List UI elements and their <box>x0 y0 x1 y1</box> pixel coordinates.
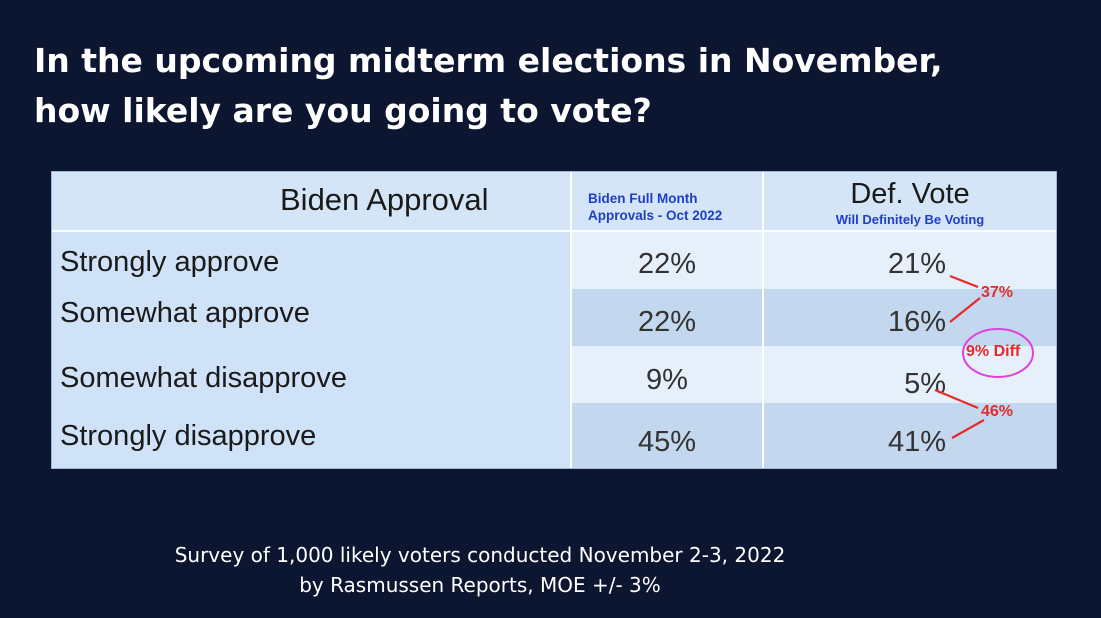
header-full-month-label: Biden Full Month Approvals - Oct 2022 <box>588 191 723 223</box>
header-def-vote-label: Def. Vote <box>850 178 970 210</box>
cell-full-month-somewhat-disapprove: 9% <box>646 364 688 396</box>
row-label-somewhat-disapprove: Somewhat disapprove <box>60 362 347 394</box>
annotation-approve-total: 37% <box>981 284 1014 301</box>
header-def-vote-sublabel: Will Definitely Be Voting <box>835 212 985 227</box>
cell-full-month-strongly-disapprove: 45% <box>637 426 697 458</box>
footnote-line-1: Survey of 1,000 likely voters conducted … <box>174 543 786 567</box>
column-separator <box>762 232 764 468</box>
row-label-somewhat-approve: Somewhat approve <box>60 297 310 329</box>
cell-def-vote-strongly-disapprove: 41% <box>887 426 946 458</box>
header-biden-approval: Biden Approval <box>52 172 570 230</box>
annotation-difference: 9% Diff <box>966 343 1021 360</box>
row-label-strongly-disapprove: Strongly disapprove <box>60 420 317 452</box>
header-biden-approval-label: Biden Approval <box>280 182 489 217</box>
table-header: Biden Approval Biden Full Month Approval… <box>52 172 1056 232</box>
footnote: Survey of 1,000 likely voters conducted … <box>130 540 830 600</box>
annotation-disapprove-total: 46% <box>981 403 1014 420</box>
header-full-month: Biden Full Month Approvals - Oct 2022 <box>570 172 762 230</box>
cell-full-month-strongly-approve: 22% <box>637 248 697 280</box>
cell-def-vote-somewhat-approve: 16% <box>887 306 946 338</box>
slide-title: In the upcoming midterm elections in Nov… <box>34 36 1074 136</box>
cell-def-vote-strongly-approve: 21% <box>887 248 946 280</box>
footnote-line-2: by Rasmussen Reports, MOE +/- 3% <box>299 573 661 597</box>
cell-def-vote-somewhat-disapprove: 5% <box>904 368 946 400</box>
approval-table: Biden Approval Biden Full Month Approval… <box>51 171 1057 469</box>
row-label-strongly-approve: Strongly approve <box>60 246 280 278</box>
cell-full-month-somewhat-approve: 22% <box>637 306 697 338</box>
title-line-1: In the upcoming midterm elections in Nov… <box>34 41 943 80</box>
header-def-vote: Def. Vote Will Definitely Be Voting <box>762 172 1056 230</box>
title-line-2: how likely are you going to vote? <box>34 91 652 130</box>
